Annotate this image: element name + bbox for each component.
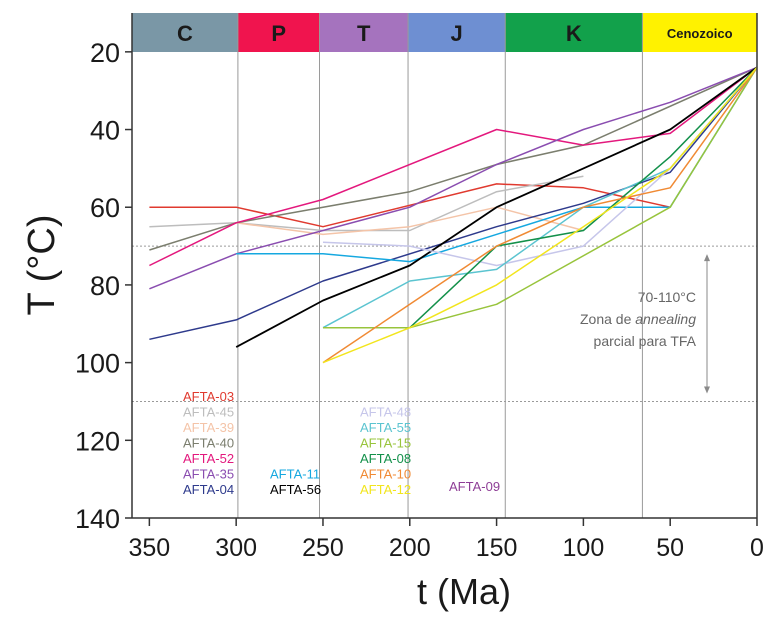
- annealing-text-line: Zona de annealing: [580, 311, 696, 327]
- legend-entry-afta-09: AFTA-09: [449, 479, 500, 494]
- x-tick-label: 100: [563, 534, 605, 562]
- y-tick-label: 40: [90, 116, 120, 146]
- annealing-annotation: 70-110°C Zona de annealing parcial para TF…: [580, 254, 710, 394]
- legend-entry-afta-10: AFTA-10: [360, 467, 411, 482]
- y-tick-label: 60: [90, 193, 120, 223]
- series-line-afta-40: [149, 66, 758, 251]
- period-label: T: [357, 21, 371, 46]
- annealing-arrow-head-down: [704, 386, 710, 394]
- legend-entry-afta-52: AFTA-52: [183, 451, 234, 466]
- period-label: Cenozoico: [667, 26, 733, 41]
- x-tick-label: 250: [302, 534, 344, 562]
- annealing-text-line: parcial para TFA: [594, 333, 697, 349]
- legend-entry-afta-15: AFTA-15: [360, 436, 411, 451]
- legend-entry-afta-39: AFTA-39: [183, 420, 234, 435]
- period-band-c: [132, 13, 238, 52]
- period-band-t: [319, 13, 409, 52]
- period-band-j: [408, 13, 506, 52]
- legend-entry-afta-40: AFTA-40: [183, 436, 234, 451]
- annealing-text-line: 70-110°C: [638, 289, 696, 305]
- legend-entry-afta-55: AFTA-55: [360, 420, 411, 435]
- legend-entry-afta-11: AFTA-11: [270, 467, 320, 482]
- x-tick-label: 50: [656, 534, 684, 562]
- legend-entry-afta-12: AFTA-12: [360, 482, 411, 497]
- series-line-afta-04: [149, 66, 758, 341]
- tick-labels: 20 40 60 80 100 120 140 350 300 250 200 150 100 50 0: [75, 38, 764, 562]
- axes: [125, 13, 758, 526]
- series-line-afta-52: [149, 66, 758, 267]
- period-band-k: [505, 13, 643, 52]
- legend-entry-afta-45: AFTA-45: [183, 405, 234, 420]
- y-tick-label: 120: [75, 426, 120, 456]
- legend-entry-afta-35: AFTA-35: [183, 467, 234, 482]
- period-label: K: [566, 21, 582, 46]
- geologic-periods: C P T J K Cenozoico: [132, 13, 757, 52]
- x-tick-label: 300: [215, 534, 257, 562]
- period-band-p: [237, 13, 320, 52]
- series-line-afta-56: [235, 66, 758, 348]
- legend: AFTA-03AFTA-45AFTA-39AFTA-40AFTA-52AFTA-…: [183, 389, 500, 497]
- x-tick-label: 0: [750, 534, 764, 562]
- period-label: P: [271, 21, 286, 46]
- series-line-afta-15: [323, 67, 758, 329]
- grid: [132, 13, 757, 518]
- x-axis-label: t (Ma): [417, 571, 511, 612]
- legend-entry-afta-08: AFTA-08: [360, 451, 411, 466]
- legend-entry-afta-56: AFTA-56: [270, 482, 321, 497]
- y-tick-label: 100: [75, 349, 120, 379]
- y-tick-label: 20: [90, 38, 120, 68]
- series-line-afta-12: [322, 66, 758, 364]
- x-tick-label: 200: [389, 534, 431, 562]
- period-label: C: [177, 21, 193, 46]
- period-band-cenozoico: [642, 13, 757, 52]
- series-line-afta-39: [236, 206, 584, 236]
- series-lines: [149, 66, 758, 364]
- period-label: J: [451, 21, 463, 46]
- y-tick-label: 140: [75, 504, 120, 534]
- legend-entry-afta-04: AFTA-04: [183, 482, 234, 497]
- annealing-arrow-head-up: [704, 254, 710, 262]
- legend-entry-afta-48: AFTA-48: [360, 405, 411, 420]
- y-tick-label: 80: [90, 271, 120, 301]
- x-tick-label: 150: [476, 534, 518, 562]
- series-line-afta-03: [149, 183, 671, 228]
- y-axis-label: T (°C): [21, 214, 63, 315]
- series-line-afta-10: [322, 66, 758, 364]
- series-line-afta-08: [409, 66, 758, 329]
- legend-entry-afta-03: AFTA-03: [183, 389, 234, 404]
- x-tick-label: 350: [129, 534, 171, 562]
